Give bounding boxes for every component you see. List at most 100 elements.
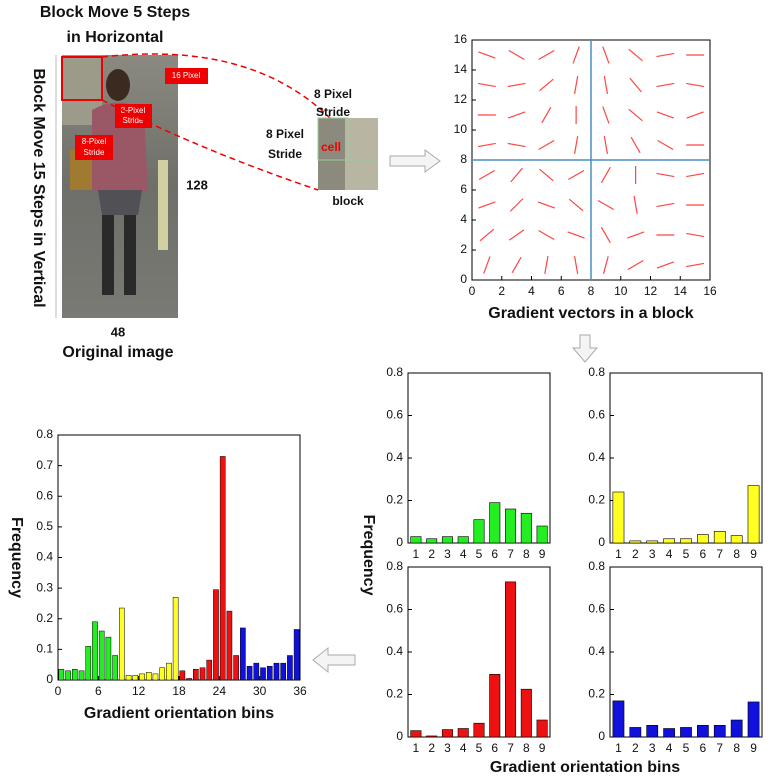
gradient-vector (479, 228, 495, 242)
gradient-vector (603, 136, 609, 154)
y-tick-label: 8 (460, 152, 467, 166)
gradient-vector (602, 46, 610, 64)
y-tick-label: 0.6 (36, 488, 53, 502)
bar (105, 636, 112, 681)
block-label: block (332, 194, 364, 208)
gradient-vector (541, 106, 552, 124)
x-tick-label: 0 (55, 684, 62, 698)
x-tick-label: 0 (469, 284, 476, 298)
gradient-vector (656, 52, 675, 58)
stride-label: 8-Pixel (121, 106, 146, 115)
x-tick-label: 5 (683, 741, 690, 755)
bar (112, 655, 118, 681)
gradient-vector (507, 111, 526, 119)
x-tick-label: 5 (476, 741, 483, 755)
gradient-vector (568, 198, 584, 212)
bar (233, 655, 239, 681)
y-tick-label: 0.6 (386, 602, 403, 616)
bar (457, 536, 469, 544)
y-tick-label: 0.7 (36, 458, 53, 472)
bar (520, 688, 532, 738)
y-tick-label: 0.6 (588, 408, 605, 422)
stride-left: 8 Pixel (266, 127, 304, 141)
gradient-vector (629, 77, 642, 93)
gradient-vector (686, 262, 705, 268)
bar (219, 456, 226, 681)
y-tick-label: 0.8 (386, 365, 403, 379)
gradient-vector (483, 256, 491, 274)
bar (159, 667, 166, 681)
gradient-vector (628, 108, 643, 122)
bar (226, 610, 233, 681)
width-label: 48 (111, 324, 125, 339)
y-tick-label: 4 (460, 212, 467, 226)
x-tick-label: 2 (498, 284, 505, 298)
x-tick-label: 14 (674, 284, 688, 298)
x-tick-label: 36 (293, 684, 307, 698)
x-tick-label: 4 (460, 547, 467, 561)
gradient-vector (602, 106, 610, 124)
x-tick-label: 12 (644, 284, 658, 298)
y-tick-label: 10 (454, 122, 468, 136)
bar (206, 659, 213, 681)
bar (199, 667, 206, 681)
x-tick-label: 10 (614, 284, 628, 298)
bar (612, 700, 625, 738)
x-tick-label: 6 (700, 547, 707, 561)
photo-title: Block Move 5 Steps (40, 4, 190, 21)
bar (253, 662, 260, 681)
gradient-vector (544, 256, 549, 274)
x-tick-label: 9 (539, 547, 546, 561)
gradient-vector (656, 82, 675, 88)
bar (489, 502, 501, 544)
x-tick-label: 3 (649, 741, 656, 755)
y-tick-label: 0 (460, 272, 467, 286)
bar (505, 581, 517, 738)
y-tick-label: 0.8 (386, 559, 403, 573)
gradient-vector (573, 136, 579, 154)
gradient-vector (478, 169, 495, 181)
bar (260, 667, 266, 681)
x-tick-label: 2 (428, 741, 435, 755)
bar (426, 538, 438, 544)
bar (747, 485, 760, 544)
zoom-lines (101, 53, 331, 191)
gradient-vector (573, 76, 579, 94)
bar (536, 719, 548, 738)
y-tick-label: 0.4 (588, 450, 605, 464)
y-tick-label: 0.6 (588, 602, 605, 616)
height-label: 128 (186, 177, 208, 192)
x-tick-label: 4 (666, 741, 673, 755)
x-tick-label: 7 (507, 741, 514, 755)
gradient-vector (686, 232, 705, 238)
group-x-label: Gradient orientation bins (490, 759, 680, 776)
bar (663, 728, 675, 738)
y-tick-label: 0 (598, 729, 605, 743)
bar (179, 670, 186, 681)
y-tick-label: 0.4 (386, 450, 403, 464)
bar (629, 540, 642, 544)
x-tick-label: 8 (523, 741, 530, 755)
y-tick-label: 0.4 (588, 644, 605, 658)
gradient-vector (538, 49, 555, 61)
bar (98, 630, 105, 681)
x-tick-label: 24 (213, 684, 227, 698)
bar (139, 673, 145, 681)
x-axis-label: Gradient orientation bins (84, 705, 274, 722)
stride-left: Stride (268, 147, 302, 161)
plot-area (609, 372, 763, 544)
bar (646, 540, 659, 544)
x-tick-label: 12 (132, 684, 146, 698)
x-tick-label: 7 (507, 547, 514, 561)
plot-area (609, 566, 763, 738)
bar (145, 672, 152, 681)
y-tick-label: 0 (396, 535, 403, 549)
stride-label: 8-Pixel (82, 137, 107, 146)
y-tick-label: 0.6 (386, 408, 403, 422)
gradient-vector (477, 82, 496, 88)
bar (747, 701, 760, 738)
y-tick-label: 0.8 (588, 559, 605, 573)
gradient-vector (508, 49, 525, 61)
x-tick-label: 5 (476, 547, 483, 561)
